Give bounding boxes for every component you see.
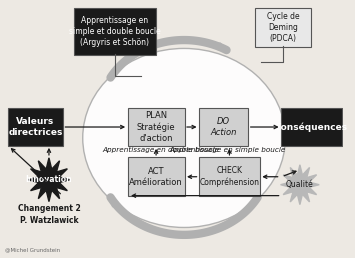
FancyBboxPatch shape <box>199 108 248 146</box>
FancyBboxPatch shape <box>199 157 260 196</box>
FancyBboxPatch shape <box>8 108 63 146</box>
Text: Changement 2
P. Watzlawick: Changement 2 P. Watzlawick <box>18 205 80 224</box>
Text: Valeurs
directrices: Valeurs directrices <box>8 117 62 137</box>
FancyBboxPatch shape <box>127 108 185 146</box>
FancyBboxPatch shape <box>255 8 311 47</box>
FancyBboxPatch shape <box>127 157 185 196</box>
Text: CHECK
Compréhension: CHECK Compréhension <box>200 166 260 187</box>
Polygon shape <box>28 158 70 201</box>
Text: Apprentissage en double boucle: Apprentissage en double boucle <box>102 147 219 153</box>
Text: Qualité: Qualité <box>286 180 314 189</box>
Ellipse shape <box>83 49 285 228</box>
Text: Apprentissage en simple boucle: Apprentissage en simple boucle <box>170 147 286 153</box>
FancyBboxPatch shape <box>73 8 155 55</box>
Text: Innovation: Innovation <box>26 175 72 184</box>
Text: Cycle de
Deming
(PDCA): Cycle de Deming (PDCA) <box>267 12 299 43</box>
Polygon shape <box>280 165 319 205</box>
Text: @Michel Grundstein: @Michel Grundstein <box>5 247 60 252</box>
Text: ACT
Amélioration: ACT Amélioration <box>129 167 183 187</box>
Text: PLAN
Stratégie
d'action: PLAN Stratégie d'action <box>137 111 175 143</box>
Text: Apprentissage en
simple et double boucle
(Argyris et Schön): Apprentissage en simple et double boucle… <box>69 16 160 47</box>
FancyBboxPatch shape <box>281 108 342 146</box>
Text: Conséquences: Conséquences <box>275 122 348 132</box>
Text: DO
Action: DO Action <box>211 117 237 137</box>
